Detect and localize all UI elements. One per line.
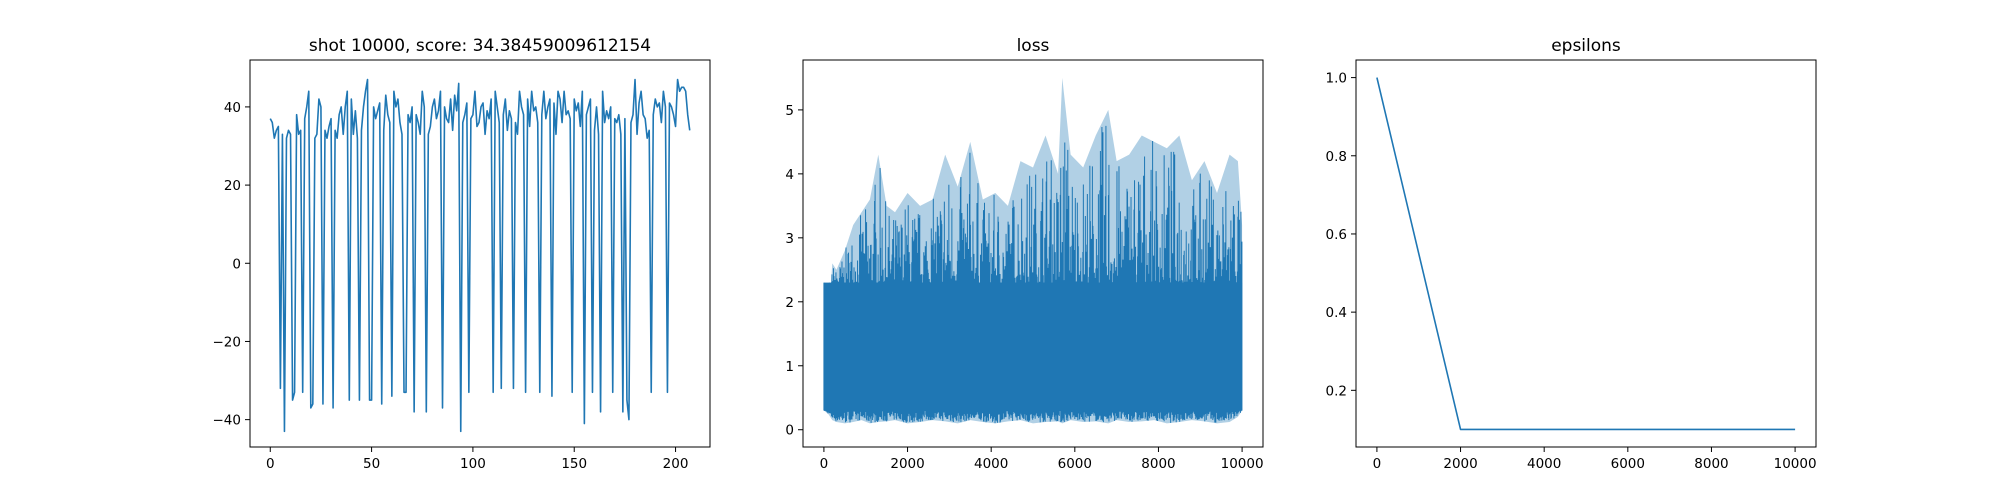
score-panel: 0 50 100 150 200 −40 −20 0 20 40 shot 10000, score… <box>213 36 711 472</box>
x-tick-label: 0 <box>1373 456 1382 472</box>
x-tick-label: 4000 <box>1527 456 1561 472</box>
score-axes-frame <box>249 59 711 448</box>
loss-title: loss <box>1017 36 1050 56</box>
y-tick-label: 5 <box>785 103 794 119</box>
y-tick-label: 40 <box>224 100 241 116</box>
epsilons-title: epsilons <box>1551 36 1621 56</box>
epsilons-panel: 0 2000 4000 6000 8000 10000 0.2 0.4 0.6 0.8 1.0 eps… <box>1326 36 1817 472</box>
x-tick-label: 6000 <box>1611 456 1645 472</box>
y-tick-label: 0 <box>785 423 794 439</box>
y-tick-label: 0.4 <box>1326 305 1347 321</box>
y-tick-label: 1.0 <box>1326 71 1347 87</box>
loss-axes-frame <box>802 59 1264 448</box>
x-tick-label: 0 <box>820 456 829 472</box>
x-tick-label: 8000 <box>1141 456 1175 472</box>
x-tick-label: 150 <box>561 456 587 472</box>
y-tick-label: 0.8 <box>1326 149 1347 165</box>
y-tick-label: 0 <box>232 256 241 272</box>
loss-line <box>823 125 1243 424</box>
y-tick-label: −40 <box>213 413 242 429</box>
y-tick-label: 0.6 <box>1326 227 1347 243</box>
x-tick-label: 50 <box>363 456 380 472</box>
y-tick-label: 2 <box>785 295 794 311</box>
x-tick-label: 10000 <box>1221 456 1264 472</box>
epsilons-axes-frame <box>1355 59 1817 448</box>
y-tick-label: 4 <box>785 167 794 183</box>
y-tick-label: −20 <box>213 334 242 350</box>
y-tick-label: 0.2 <box>1326 383 1347 399</box>
loss-panel: 0 2000 4000 6000 8000 10000 0 1 2 3 4 5 loss <box>785 36 1263 472</box>
y-tick-label: 20 <box>224 178 241 194</box>
score-line <box>269 78 691 433</box>
x-tick-label: 0 <box>266 456 275 472</box>
x-tick-label: 4000 <box>974 456 1008 472</box>
x-tick-label: 200 <box>663 456 689 472</box>
score-title: shot 10000, score: 34.38459009612154 <box>309 36 651 56</box>
x-tick-label: 2000 <box>1443 456 1477 472</box>
epsilons-line <box>1376 77 1796 431</box>
x-tick-label: 100 <box>460 456 486 472</box>
x-tick-label: 6000 <box>1058 456 1092 472</box>
x-tick-label: 10000 <box>1774 456 1817 472</box>
y-tick-label: 3 <box>785 231 794 247</box>
x-tick-label: 8000 <box>1694 456 1728 472</box>
y-tick-label: 1 <box>785 359 794 375</box>
x-tick-label: 2000 <box>890 456 924 472</box>
